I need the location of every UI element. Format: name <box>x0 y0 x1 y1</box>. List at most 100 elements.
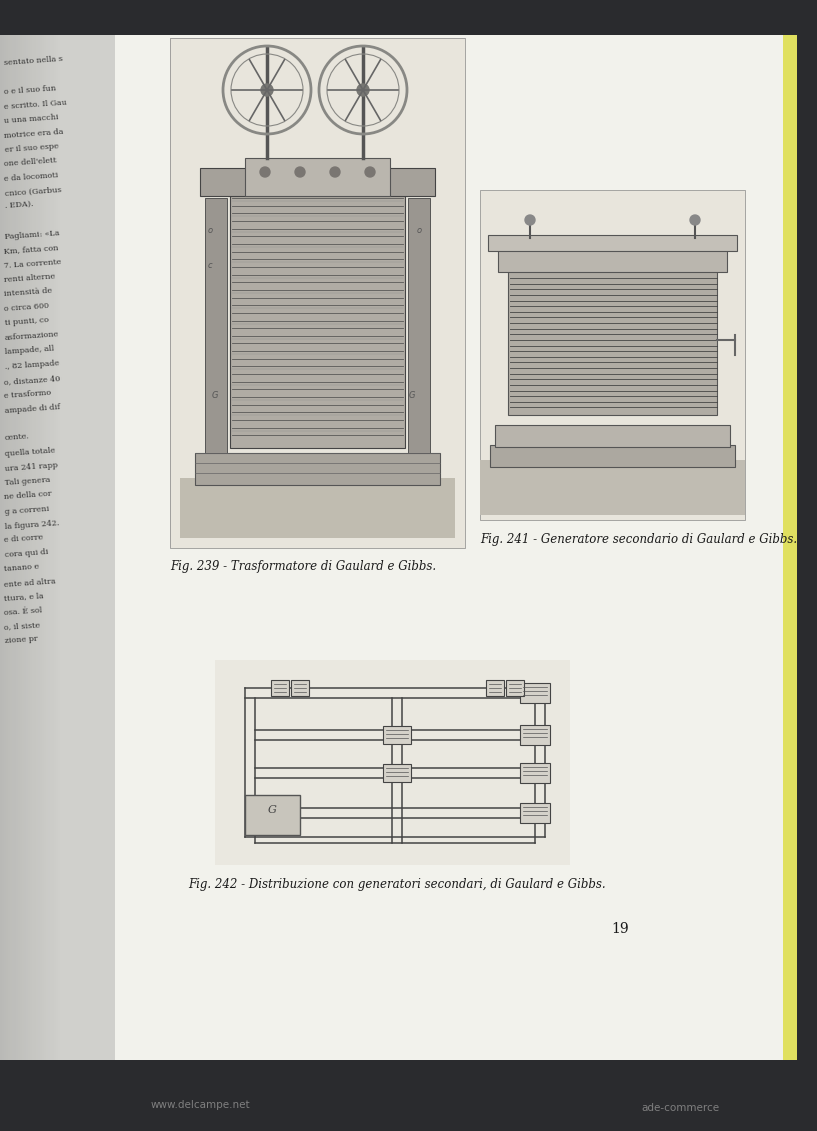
Bar <box>0 35 2 1060</box>
Text: zione pr: zione pr <box>4 634 38 646</box>
Circle shape <box>261 84 273 96</box>
Bar <box>38 35 40 1060</box>
Circle shape <box>525 215 535 225</box>
Text: o, il siste: o, il siste <box>4 621 41 631</box>
Bar <box>44 35 46 1060</box>
Bar <box>783 35 797 1060</box>
Bar <box>22 35 24 1060</box>
Bar <box>498 248 727 271</box>
Text: www.delcampe.net: www.delcampe.net <box>150 1100 250 1110</box>
Text: G: G <box>267 805 276 815</box>
Text: ., 82 lampade: ., 82 lampade <box>4 360 59 371</box>
Bar <box>383 726 411 744</box>
Text: intensità de: intensità de <box>4 287 52 299</box>
Bar <box>480 460 745 515</box>
Bar <box>520 803 550 823</box>
Text: ente ad altra: ente ad altra <box>4 577 56 588</box>
Text: G: G <box>212 391 218 400</box>
Text: er il suo espe: er il suo espe <box>4 143 59 154</box>
Bar <box>520 683 550 703</box>
Bar <box>56 35 58 1060</box>
Bar <box>58 35 60 1060</box>
Text: e da locomoti: e da locomoti <box>4 171 59 183</box>
Bar <box>408 198 430 454</box>
Bar <box>490 444 735 467</box>
Bar <box>195 454 440 485</box>
Text: quella totale: quella totale <box>4 447 55 458</box>
Circle shape <box>365 167 375 176</box>
Bar <box>24 35 26 1060</box>
Text: o e il suo fun: o e il suo fun <box>4 84 56 96</box>
Bar <box>508 270 717 415</box>
Bar <box>271 680 289 696</box>
Bar <box>486 680 504 696</box>
Polygon shape <box>0 35 115 1060</box>
Bar <box>34 35 36 1060</box>
Bar <box>32 35 34 1060</box>
Text: c: c <box>208 261 212 270</box>
Bar <box>480 190 745 520</box>
Text: Fig. 242 - Distribuzione con generatori secondari, di Gaulard e Gibbs.: Fig. 242 - Distribuzione con generatori … <box>188 878 605 891</box>
Bar <box>18 35 20 1060</box>
Bar <box>520 725 550 745</box>
Circle shape <box>357 84 369 96</box>
Circle shape <box>260 167 270 176</box>
Bar <box>2 35 4 1060</box>
Text: 19: 19 <box>611 922 629 936</box>
Circle shape <box>330 167 340 176</box>
Text: g a correni: g a correni <box>4 504 49 516</box>
Text: sentato nella s: sentato nella s <box>4 55 64 67</box>
Bar <box>180 478 455 538</box>
Bar <box>40 35 42 1060</box>
Text: Fig. 241 - Generatore secondario di Gaulard e Gibbs.: Fig. 241 - Generatore secondario di Gaul… <box>480 533 797 546</box>
Bar <box>16 35 18 1060</box>
Bar <box>8 35 10 1060</box>
Bar <box>205 198 227 454</box>
Bar <box>36 35 38 1060</box>
Bar <box>28 35 30 1060</box>
Bar <box>46 35 48 1060</box>
Bar <box>245 795 300 835</box>
Bar <box>12 35 14 1060</box>
Bar <box>200 169 435 196</box>
Text: Fig. 239 - Trasformatore di Gaulard e Gibbs.: Fig. 239 - Trasformatore di Gaulard e Gi… <box>170 560 436 573</box>
Bar <box>42 35 44 1060</box>
Polygon shape <box>115 35 783 1060</box>
Text: u una macchi: u una macchi <box>4 113 59 124</box>
Text: Tali genera: Tali genera <box>4 475 50 486</box>
Bar <box>54 35 56 1060</box>
Text: G: G <box>409 391 416 400</box>
Bar <box>170 38 465 549</box>
Bar <box>291 680 309 696</box>
Circle shape <box>690 215 700 225</box>
Text: 7. La corrente: 7. La corrente <box>4 258 62 270</box>
Text: . EDA).: . EDA). <box>4 200 33 210</box>
Text: o circa 600: o circa 600 <box>4 302 50 312</box>
Text: ne della cor: ne della cor <box>4 490 52 501</box>
Text: asformazione: asformazione <box>4 330 59 343</box>
Bar <box>170 38 465 549</box>
Text: cente.: cente. <box>4 432 29 442</box>
Text: ttura, e la: ttura, e la <box>4 592 44 603</box>
Bar <box>48 35 50 1060</box>
Bar <box>488 235 737 251</box>
Text: tanano e: tanano e <box>4 562 40 573</box>
Text: ampade di dif: ampade di dif <box>4 403 60 415</box>
Bar <box>506 680 524 696</box>
Text: ti punti, co: ti punti, co <box>4 316 48 327</box>
Text: osa. È sol: osa. È sol <box>4 606 42 616</box>
Bar <box>6 35 8 1060</box>
Text: Km, fatta con: Km, fatta con <box>4 243 59 256</box>
Bar <box>230 193 405 448</box>
Text: e trasformo: e trasformo <box>4 389 51 399</box>
Bar <box>20 35 22 1060</box>
Text: e scritto. Il Gau: e scritto. Il Gau <box>4 98 68 111</box>
Text: lampade, all: lampade, all <box>4 345 54 356</box>
Bar <box>383 765 411 782</box>
Text: cora qui di: cora qui di <box>4 549 48 559</box>
Text: ade-commerce: ade-commerce <box>641 1103 719 1113</box>
Bar <box>14 35 16 1060</box>
Text: la figura 242.: la figura 242. <box>4 519 59 530</box>
Text: renti alterne: renti alterne <box>4 273 56 284</box>
Text: e di corre: e di corre <box>4 534 44 544</box>
